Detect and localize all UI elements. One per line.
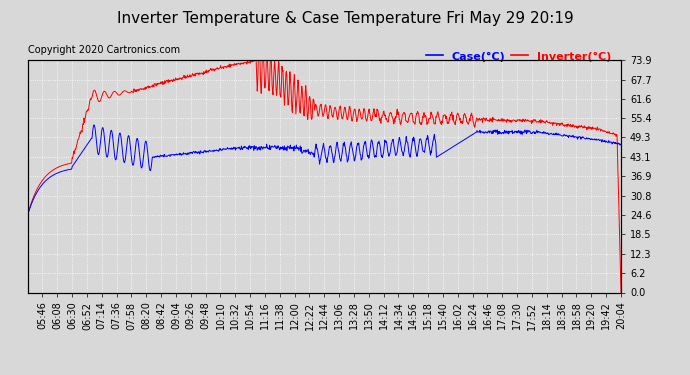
Text: Inverter Temperature & Case Temperature Fri May 29 20:19: Inverter Temperature & Case Temperature … <box>117 11 573 26</box>
Text: Copyright 2020 Cartronics.com: Copyright 2020 Cartronics.com <box>28 45 179 56</box>
Legend: Case(°C), Inverter(°C): Case(°C), Inverter(°C) <box>422 47 615 66</box>
